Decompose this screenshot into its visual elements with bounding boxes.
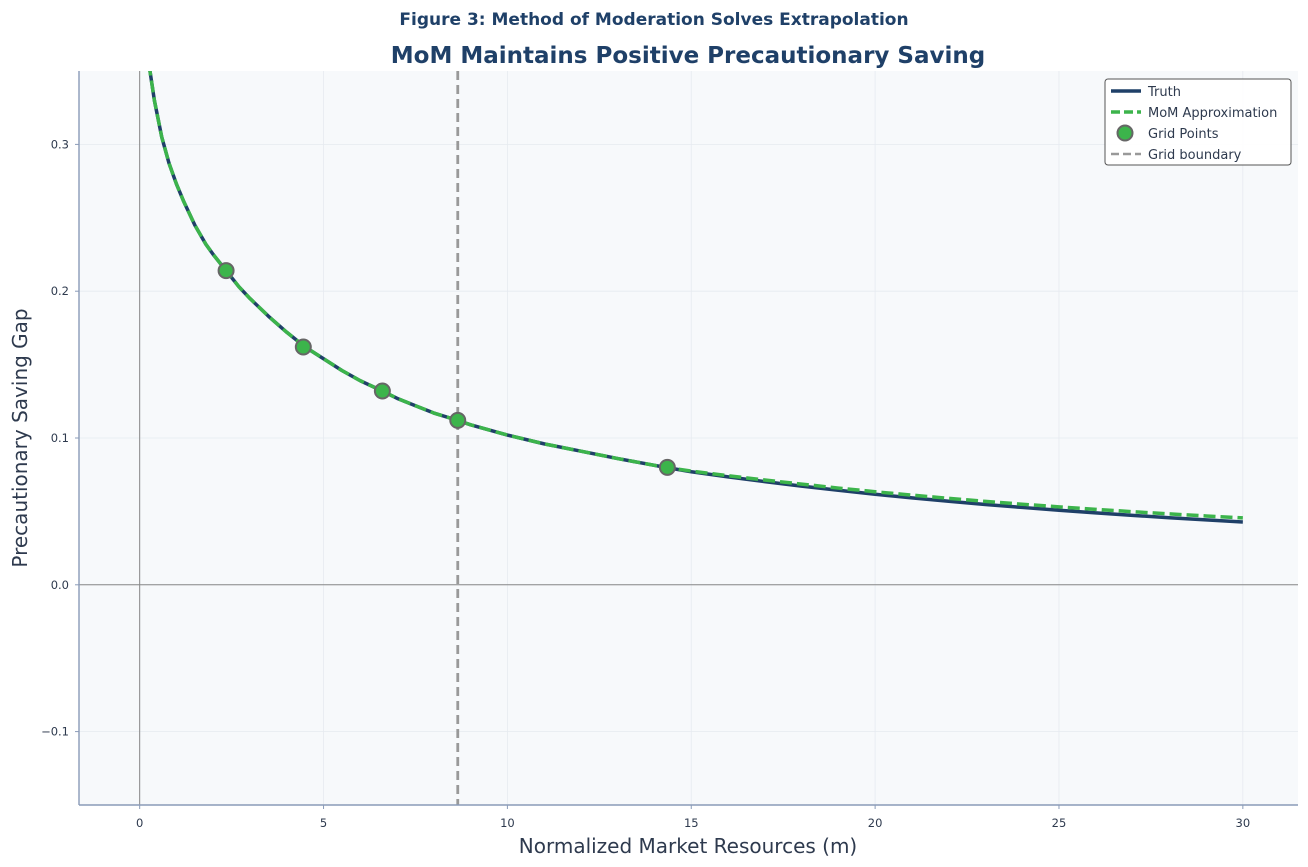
legend-mom-label: MoM Approximation [1148, 106, 1277, 121]
y-tick-label: 0.1 [51, 431, 69, 445]
grid-point-marker [217, 262, 235, 280]
grid-point-marker [373, 382, 391, 400]
grid-point-marker [658, 458, 676, 476]
y-axis-ticks: −0.1 0.0 0.1 0.2 0.3 [41, 137, 79, 739]
y-axis-label: Precautionary Saving Gap [8, 308, 32, 567]
x-tick-label: 30 [1236, 816, 1251, 830]
x-tick-label: 20 [868, 816, 883, 830]
x-tick-label: 25 [1052, 816, 1067, 830]
legend-grid-points-swatch [1116, 124, 1134, 142]
legend-truth-label: Truth [1147, 85, 1181, 100]
figure-suptitle: Figure 3: Method of Moderation Solves Ex… [399, 10, 908, 30]
x-tick-label: 15 [684, 816, 699, 830]
grid-point-marker [449, 411, 467, 429]
y-tick-label: 0.3 [51, 137, 69, 151]
x-tick-label: 10 [500, 816, 515, 830]
x-axis-ticks: 0 5 10 15 20 25 30 [136, 805, 1250, 830]
y-tick-label: −0.1 [41, 725, 69, 739]
legend-boundary-label: Grid boundary [1148, 148, 1242, 163]
grid-point-marker [294, 338, 312, 356]
y-tick-label: 0.2 [51, 284, 69, 298]
x-tick-label: 0 [136, 816, 143, 830]
legend-box [1104, 78, 1292, 166]
x-axis-label: Normalized Market Resources (m) [519, 834, 857, 858]
y-tick-label: 0.0 [51, 578, 69, 592]
x-tick-label: 5 [320, 816, 327, 830]
grid-points [217, 262, 676, 476]
legend-grid-points-label: Grid Points [1148, 127, 1219, 142]
chart-title: MoM Maintains Positive Precautionary Sav… [391, 43, 985, 69]
legend: Truth MoM Approximation Grid Points Grid… [1104, 78, 1292, 166]
zero-lines [79, 71, 1298, 805]
